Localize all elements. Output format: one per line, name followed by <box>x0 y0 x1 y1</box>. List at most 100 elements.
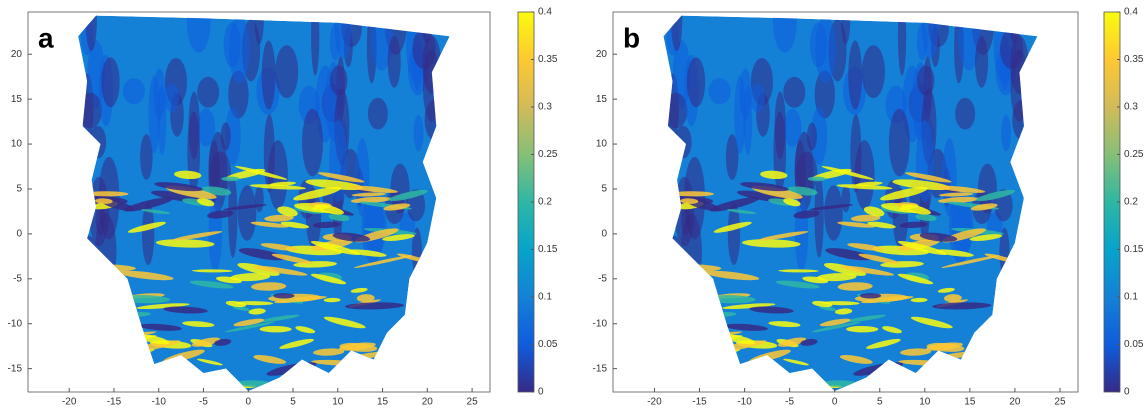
surface-streak <box>328 213 350 222</box>
surface-streak <box>260 243 298 251</box>
y-tick-label: 20 <box>11 49 23 60</box>
surface-patch <box>224 106 241 165</box>
surface-streak <box>783 198 801 207</box>
surface-streak <box>375 363 423 373</box>
surface-streak <box>323 297 341 303</box>
surface-streak <box>197 198 215 207</box>
surface-streak <box>969 234 1003 241</box>
surface-streak <box>136 303 190 310</box>
surface-streak <box>834 308 853 315</box>
x-tick-label: 5 <box>877 397 883 408</box>
surface-patch <box>197 108 216 147</box>
surface-streak <box>926 342 963 351</box>
surface-streak <box>741 239 801 248</box>
surface-streak <box>310 241 360 256</box>
surface-streak <box>152 381 171 388</box>
surface-streak <box>739 367 761 377</box>
surface <box>78 15 450 392</box>
surface-streak <box>768 321 801 328</box>
colorbar-tick-label: 0.4 <box>1124 7 1138 18</box>
surface-streak <box>301 370 320 375</box>
surface-streak <box>709 197 760 212</box>
colorbar-tick-label: 0.3 <box>1124 102 1138 113</box>
surface-streak <box>728 380 785 391</box>
surface-streak <box>338 342 376 351</box>
surface-streak <box>847 243 885 251</box>
surface-streak <box>251 282 287 291</box>
surface-streak <box>713 221 752 233</box>
surface-streak <box>671 191 715 197</box>
surface-patch <box>186 15 211 53</box>
surface-streak <box>279 338 314 349</box>
surface-streak <box>932 302 992 310</box>
surface-streak <box>708 339 734 347</box>
surface-patch <box>422 49 441 122</box>
surface-streak <box>78 308 124 318</box>
surface-streak <box>174 170 202 180</box>
surface-patch <box>164 83 179 113</box>
surface-streak <box>259 325 292 333</box>
surface-patch <box>774 91 786 160</box>
x-tick-label: 25 <box>1054 397 1066 408</box>
surface-patch <box>141 202 155 266</box>
surface-patch <box>727 202 741 266</box>
surface-patch <box>1020 108 1037 191</box>
surface-patch <box>122 78 146 105</box>
surface-streak <box>348 249 387 257</box>
surface-patch <box>88 176 110 247</box>
surface-streak <box>778 337 807 347</box>
y-tick-label: 0 <box>601 229 607 240</box>
surface-streak <box>882 326 902 334</box>
surface-streak <box>910 316 953 329</box>
surface-streak <box>127 221 166 233</box>
surface-patch <box>955 97 976 130</box>
surface-streak <box>975 189 1016 202</box>
surface-patch <box>387 36 401 88</box>
surface-streak <box>225 300 247 308</box>
surface-patch <box>354 138 370 217</box>
surface-streak <box>819 318 851 327</box>
surface-patch <box>367 97 388 130</box>
surface-streak <box>401 335 420 342</box>
x-tick-label: 25 <box>467 397 479 408</box>
colorbar-tick-label: 0.25 <box>538 149 558 160</box>
surface-streak <box>163 306 208 314</box>
colorbar-tick-label: 0.1 <box>1124 292 1138 303</box>
surface-patch <box>89 125 107 159</box>
surface-patch <box>814 174 824 258</box>
surface-streak <box>313 348 345 356</box>
surface-patch <box>228 174 238 258</box>
surface-streak <box>837 221 875 228</box>
surface-patch <box>101 57 120 108</box>
surface-streak <box>172 231 223 241</box>
surface-streak <box>323 316 366 329</box>
surface-streak <box>197 358 223 366</box>
x-tick-label: 20 <box>422 397 434 408</box>
surface-patch <box>725 134 739 181</box>
surface-streak <box>839 265 895 276</box>
surface-streak <box>280 221 310 229</box>
surface-streak <box>897 273 934 285</box>
surface-streak <box>667 298 697 305</box>
x-tick-label: -20 <box>647 397 662 408</box>
surface-patch <box>363 200 387 255</box>
surface-patch <box>772 15 797 53</box>
surface-streak <box>962 363 1011 373</box>
surface-streak <box>880 186 929 201</box>
surface-patch <box>329 65 348 96</box>
surface-streak <box>937 287 955 293</box>
colorbar-tick-label: 0.2 <box>1124 197 1138 208</box>
surface-patch <box>302 108 323 177</box>
x-tick-label: 15 <box>377 397 389 408</box>
surface-patch <box>433 108 449 191</box>
surface-streak <box>382 234 415 241</box>
x-tick-label: 5 <box>290 397 296 408</box>
surface-patch <box>708 78 731 105</box>
surface-streak <box>189 280 234 289</box>
colorbar-tick-label: 0.25 <box>1124 149 1144 160</box>
surface-streak <box>897 241 947 256</box>
surface-streak <box>845 314 887 323</box>
surface-streak <box>892 179 951 191</box>
y-tick-label: -15 <box>8 363 23 374</box>
